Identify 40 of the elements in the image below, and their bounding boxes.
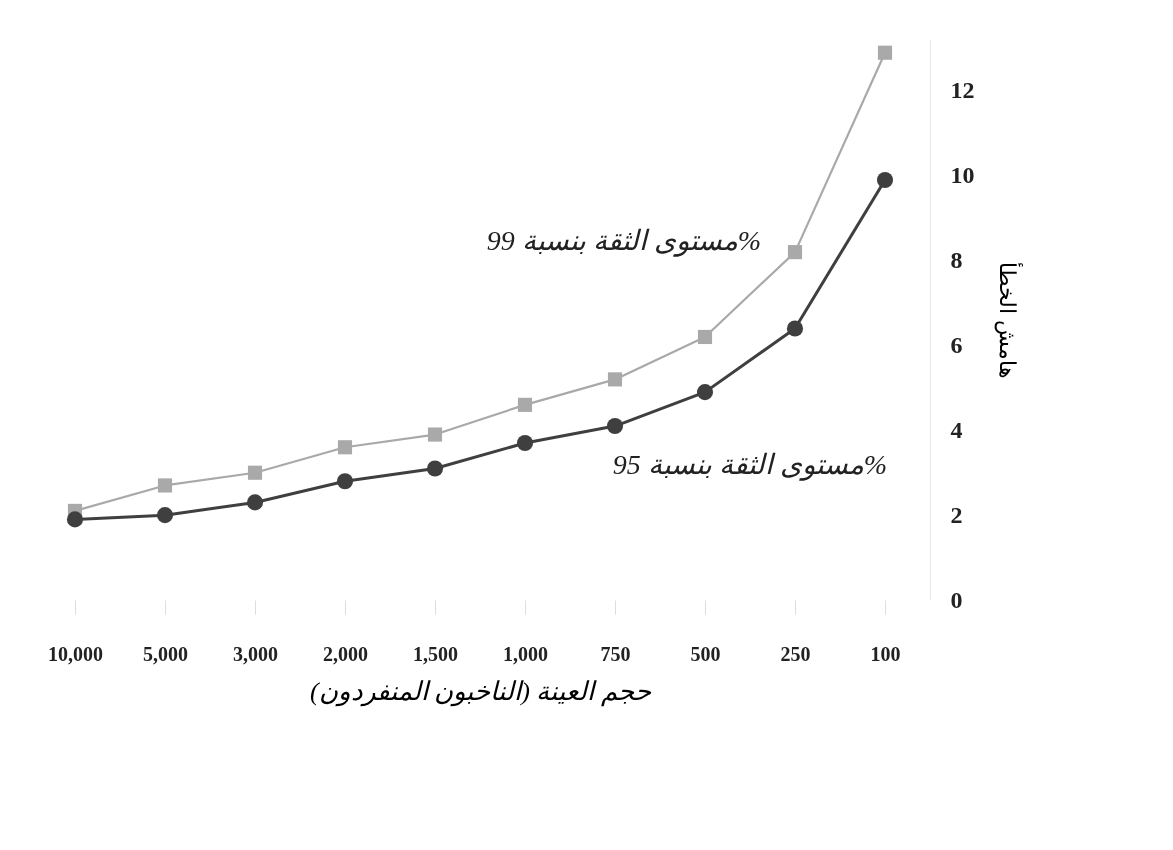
point — [247, 465, 263, 480]
point — [607, 372, 623, 387]
point — [787, 245, 803, 260]
x-tick-label: 750 — [600, 642, 631, 665]
x-tick-label: 100 — [870, 642, 901, 665]
y-tick-label: 2 — [950, 501, 963, 528]
point — [336, 473, 354, 490]
y-tick-label: 0 — [950, 586, 963, 613]
point — [877, 45, 893, 60]
point — [427, 427, 443, 442]
x-tick-label: 10,000 — [48, 642, 103, 665]
point — [516, 434, 534, 452]
point — [246, 494, 264, 511]
x-tick-label: 250 — [780, 642, 811, 665]
y-tick-label: 8 — [950, 247, 963, 274]
point — [426, 460, 444, 477]
x-axis-title: حجم العينة (الناخبون المنفردون) — [310, 676, 652, 707]
x-tick-label: 2,000 — [323, 642, 368, 665]
point — [786, 320, 804, 337]
y-tick-label: 4 — [950, 416, 963, 443]
y-tick-label: 10 — [950, 162, 975, 189]
y-tick-label: 6 — [950, 331, 963, 358]
point — [697, 329, 713, 345]
x-tick-label: 3,000 — [233, 642, 278, 665]
series-label: مستوى الثقة بنسبة 99% — [486, 224, 762, 257]
y-axis-title: هامش الخطأ — [993, 262, 1024, 379]
point — [156, 507, 174, 524]
point — [696, 384, 714, 401]
point — [876, 171, 894, 189]
x-tick-label: 5,000 — [143, 642, 188, 665]
point — [517, 397, 533, 412]
y-tick-label: 12 — [950, 77, 975, 104]
x-tick-label: 1,000 — [503, 642, 548, 665]
x-tick-label: 500 — [690, 642, 721, 665]
point — [337, 440, 353, 455]
x-tick-label: 1,500 — [413, 642, 458, 665]
point — [66, 511, 84, 528]
point — [157, 478, 173, 493]
point — [606, 418, 624, 435]
series-label: مستوى الثقة بنسبة 95% — [612, 448, 888, 481]
